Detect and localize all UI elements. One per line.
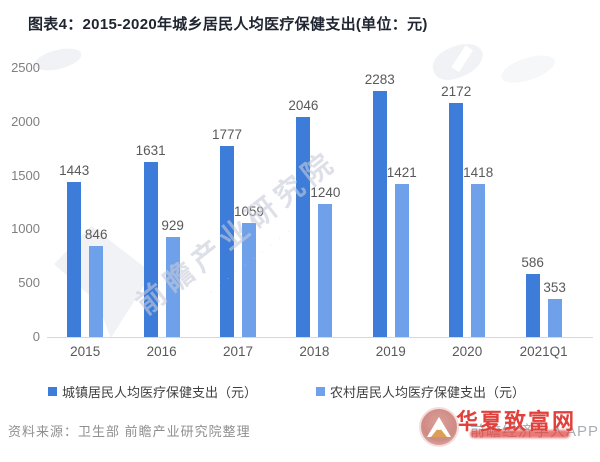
value-label-rural-2016: 929	[161, 218, 184, 234]
x-axis-label-2016: 2016	[146, 344, 177, 359]
y-axis-label-2000: 2000	[11, 113, 40, 129]
x-axis-label-2019: 2019	[375, 344, 406, 359]
legend: 城镇居民人均医疗保健支出（元） 农村居民人均医疗保健支出（元）	[0, 382, 600, 400]
bar-urban-2016	[143, 161, 158, 337]
bar-rural-2020	[471, 184, 486, 337]
bar-rural-2019	[394, 184, 409, 337]
value-label-rural-2018: 1240	[310, 184, 341, 200]
x-axis-label-2021Q1: 2021Q1	[519, 344, 568, 359]
legend-swatch-urban	[48, 387, 57, 396]
bar-rural-2015	[89, 245, 104, 337]
value-label-urban-2020: 2172	[441, 84, 472, 100]
x-axis-label-2020: 2020	[452, 344, 483, 359]
bar-urban-2015	[67, 181, 82, 337]
bar-urban-2021Q1	[525, 273, 540, 337]
bar-urban-2017	[220, 145, 234, 337]
value-label-urban-2018: 2046	[288, 97, 319, 113]
logo-dot-shape	[435, 425, 443, 430]
legend-label-urban: 城镇居民人均医疗保健支出（元）	[62, 385, 258, 400]
value-label-rural-2015: 846	[84, 226, 108, 242]
site-watermark-text: 华夏致富网	[456, 409, 577, 434]
bar-rural-2016	[165, 237, 180, 337]
legend-item-urban: 城镇居民人均医疗保健支出（元）	[48, 382, 257, 401]
bar-rural-2018	[318, 203, 333, 337]
legend-item-rural: 农村居民人均医疗保健支出（元）	[316, 382, 525, 401]
logo-gold-shape	[431, 427, 447, 437]
site-watermark-url-blur	[470, 430, 570, 438]
site-watermark-logo-icon	[419, 407, 459, 447]
y-axis-label-1000: 1000	[11, 221, 40, 237]
bar-rural-2017	[242, 223, 256, 337]
value-label-rural-2020: 1418	[463, 165, 494, 181]
y-axis-label-0: 0	[32, 329, 40, 344]
value-label-urban-2017: 1777	[211, 126, 243, 142]
value-label-rural-2017: 1059	[233, 204, 265, 220]
y-axis-label-2500: 2500	[11, 60, 40, 75]
y-axis-label-500: 500	[18, 275, 40, 291]
chart-title: 图表4：2015-2020年城乡居民人均医疗保健支出(单位：元)	[28, 16, 428, 33]
bar-rural-2021Q1	[547, 299, 562, 337]
x-axis-label-2018: 2018	[299, 344, 330, 359]
bar-urban-2018	[296, 116, 311, 337]
value-label-rural-2019: 1421	[386, 165, 417, 181]
bar-urban-2019	[372, 91, 387, 337]
x-axis-line	[47, 337, 593, 338]
value-label-urban-2016: 1631	[135, 142, 166, 158]
y-axis-label-1500: 1500	[11, 167, 40, 183]
x-axis-label-2015: 2015	[70, 344, 101, 359]
value-label-urban-2021Q1: 586	[521, 254, 544, 270]
legend-label-rural: 农村居民人均医疗保健支出（元）	[330, 385, 526, 400]
value-label-urban-2019: 2283	[364, 72, 395, 88]
x-axis-label-2017: 2017	[222, 344, 254, 359]
bar-urban-2020	[449, 103, 464, 337]
value-label-rural-2021Q1: 353	[543, 280, 566, 296]
source-note: 资料来源：卫生部 前瞻产业研究院整理	[8, 424, 251, 439]
value-label-urban-2015: 1443	[59, 162, 90, 178]
legend-swatch-rural	[316, 387, 325, 396]
